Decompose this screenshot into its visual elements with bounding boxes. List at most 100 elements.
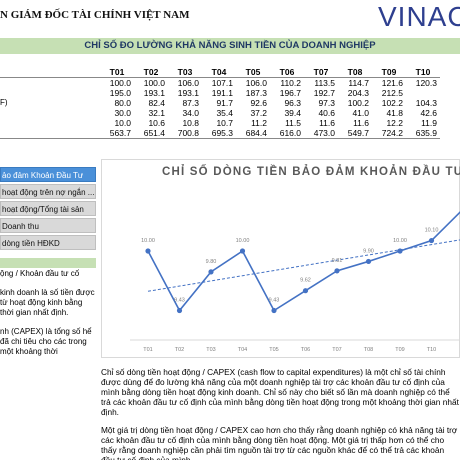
table-row: 195.0 193.1 193.1 191.1 187.3 196.7 192.7 204.3… (0, 88, 440, 98)
x-tick-label: T06 (301, 347, 310, 353)
table-header-cell: T09 (372, 67, 406, 78)
table-cell: 11.6 (353, 118, 369, 128)
table-cell: 193.1 (143, 88, 165, 98)
table-cell: 10.6 (148, 118, 165, 128)
table-cell: 102.2 (381, 98, 403, 108)
table-header-cell: T04 (202, 67, 236, 78)
table-cell: 97.3 (318, 98, 335, 108)
table-cell: 34.0 (182, 108, 199, 118)
x-tick-label: T05 (269, 347, 278, 353)
table-row-label (0, 128, 100, 139)
table-row: 30.0 32.1 34.0 35.4 37.2 39.4 40.6 41.0 41.8 42.6 (0, 108, 440, 118)
table-cell: 11.5 (285, 118, 301, 128)
menu-item-4[interactable]: Doanh thu (0, 218, 96, 233)
table-cell: 635.9 (406, 128, 440, 139)
table-cell: 37.2 (250, 108, 267, 118)
table-cell: 616.0 (270, 128, 304, 139)
table-cell: 30.0 (114, 108, 131, 118)
table-header-cell: T06 (270, 67, 304, 78)
table-cell: 193.1 (177, 88, 199, 98)
table-cell: 204.3 (347, 88, 369, 98)
left-panel-para-2: nh (CAPEX) là tổng số hể đã chi tiêu cho… (0, 327, 92, 356)
x-tick-label: T03 (206, 347, 215, 353)
data-label: 9.43 (174, 298, 185, 304)
left-panel-subtitle: ộng / Khoản đầu tư cố (0, 269, 80, 278)
table-cell: 11.2 (251, 118, 267, 128)
table-header-cell: T02 (134, 67, 168, 78)
data-label: 9.62 (300, 278, 311, 284)
table-header-cell: T07 (304, 67, 338, 78)
section-title: CHỈ SỐ ĐO LƯỜNG KHẢ NĂNG SINH TIỀN CỦA D… (0, 38, 460, 54)
data-point (428, 237, 435, 244)
data-label: 9.90 (363, 248, 374, 254)
line-chart: 10.00 9.43 9.80 10.00 9.43 9.62 9.81 9.90 10.00 1… (130, 211, 460, 353)
data-label: 9.81 (332, 258, 343, 264)
table-cell: 651.4 (134, 128, 168, 139)
data-point (208, 269, 214, 275)
data-label: 10.10 (425, 228, 439, 234)
chart-title: CHỈ SỐ DÒNG TIỀN BẢO ĐẢM KHOẢN ĐẦU TƯ (162, 166, 460, 178)
table-header-cell: T10 (406, 67, 440, 78)
table-cell: 12.2 (386, 118, 403, 128)
table-cell: 195.0 (109, 88, 131, 98)
table-cell: 473.0 (304, 128, 338, 139)
description: Chỉ số dòng tiền hoạt động / CAPEX (cash… (101, 367, 460, 460)
table-cell: 684.4 (236, 128, 270, 139)
menu-item-2[interactable]: hoạt động trên nợ ngắn ... (0, 184, 96, 199)
data-label: 9.80 (206, 259, 217, 265)
table-cell: 113.5 (314, 78, 335, 88)
x-tick-label: T07 (332, 347, 341, 353)
x-tick-label: T04 (238, 347, 247, 353)
table-cell: 192.7 (313, 88, 335, 98)
table-cell: 41.0 (352, 108, 369, 118)
table-cell: 104.3 (415, 98, 437, 108)
table-header-cell: T05 (236, 67, 270, 78)
table-row-label (0, 78, 100, 89)
table-cell: 191.1 (211, 88, 233, 98)
table-cell: 695.3 (202, 128, 236, 139)
description-para-2: Một giá trị dòng tiền hoạt động / CAPEX … (101, 425, 458, 460)
data-point (365, 258, 372, 265)
table-cell: 39.4 (284, 108, 301, 118)
data-point (334, 268, 340, 274)
table-cell: 41.8 (386, 108, 403, 118)
table-cell: 92.6 (250, 98, 267, 108)
x-tick-label: T08 (364, 347, 373, 353)
table-row: 100.0 100.0 106.0 107.1 106.0 110.2 113.5 114.7… (0, 78, 440, 89)
table-header-label (0, 67, 100, 78)
data-point (145, 248, 151, 254)
table-cell: 82.4 (148, 98, 165, 108)
table-cell: 121.6 (381, 78, 403, 88)
table-cell: 110.2 (280, 78, 301, 88)
menu-item-3[interactable]: hoạt động/Tổng tài sản (0, 201, 96, 216)
table-cell: 107.1 (211, 78, 233, 88)
table-cell: 35.4 (216, 108, 233, 118)
left-panel-header (0, 258, 96, 268)
table-cell: 96.3 (284, 98, 301, 108)
table-cell: 114.7 (348, 78, 369, 88)
table-cell: 212.5 (381, 88, 403, 98)
menu-item-5[interactable]: dòng tiền HĐKD (0, 235, 96, 250)
table-cell: 549.7 (338, 128, 372, 139)
x-tick-label: T01 (143, 347, 152, 353)
table-cell (406, 88, 440, 98)
table-cell: 40.6 (318, 108, 335, 118)
table-cell: 32.1 (148, 108, 165, 118)
table-cell: 724.2 (372, 128, 406, 139)
table-cell: 80.0 (114, 98, 131, 108)
table-cell: 196.7 (279, 88, 301, 98)
data-point (302, 288, 309, 294)
table-cell: 106.0 (177, 78, 199, 88)
x-tick-label: T09 (395, 347, 404, 353)
table-row: 563.7 651.4 700.8 695.3 684.4 616.0 473.0 549.7… (0, 128, 440, 139)
left-panel: ộng / Khoản đầu tư cố kinh doanh là số t… (0, 269, 96, 366)
data-label: 9.43 (269, 298, 280, 304)
menu-item-1[interactable]: ảo đảm Khoản Đầu Tư (0, 167, 96, 182)
table-cell: 187.3 (245, 88, 267, 98)
table-cell: 106.0 (245, 78, 267, 88)
chart-menu: ảo đảm Khoản Đầu Tư hoạt động trên nợ ngắ… (0, 167, 96, 252)
table-cell: 10.7 (216, 118, 233, 128)
table-cell: 120.3 (415, 78, 437, 88)
data-point (271, 307, 277, 314)
left-panel-para-1: kinh doanh là số tiền được từ hoạt động … (0, 288, 95, 317)
